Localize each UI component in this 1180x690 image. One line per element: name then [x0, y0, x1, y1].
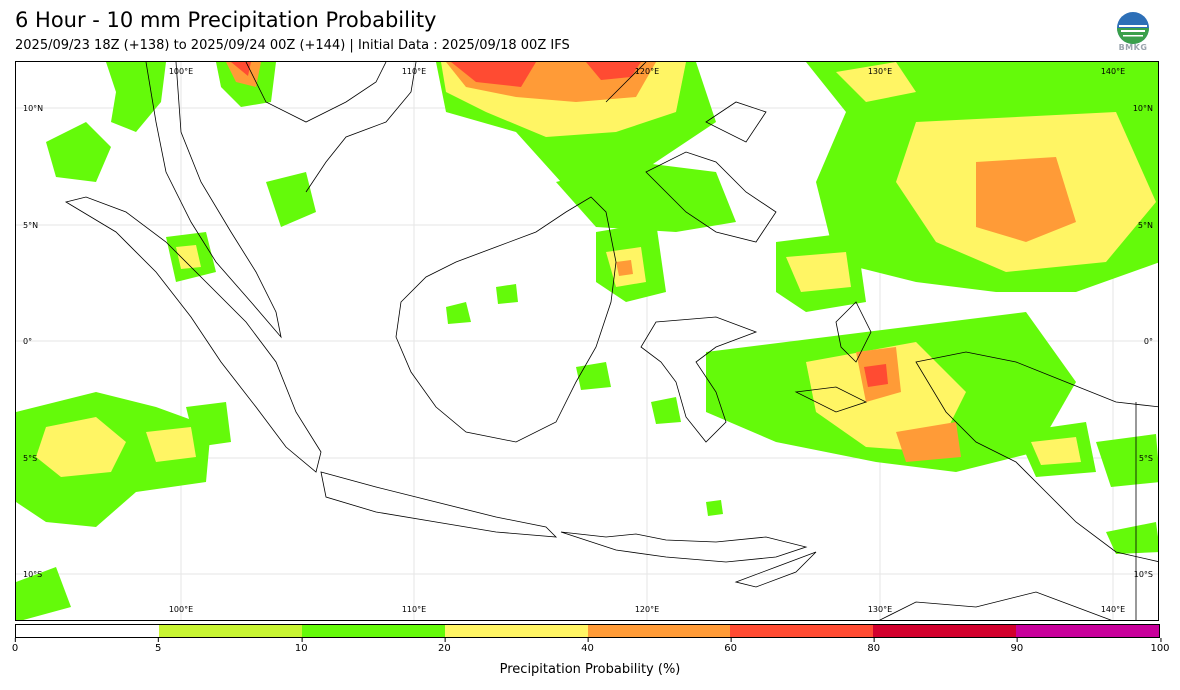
- lon-label-top-130: 130°E: [868, 67, 892, 76]
- lon-label-bottom-130: 130°E: [868, 605, 892, 614]
- lat-label-right-0: 0°: [1144, 337, 1153, 346]
- lat-label-right-5s: 5°S: [1139, 454, 1153, 463]
- lat-label-right-10s: 10°S: [1134, 570, 1153, 579]
- colorbar-bin: [16, 625, 159, 637]
- lat-label-left-5n: 5°N: [23, 221, 38, 230]
- colorbar-tick: 5: [155, 638, 161, 654]
- lon-label-top-140: 140°E: [1101, 67, 1125, 76]
- map-panel: 100°E 110°E 120°E 130°E 140°E 100°E 110°…: [15, 61, 1159, 621]
- colorbar-tick: 40: [581, 638, 594, 654]
- colorbar-tick: 60: [724, 638, 737, 654]
- chart-title: 6 Hour - 10 mm Precipitation Probability: [15, 8, 437, 32]
- colorbar-bin: [873, 625, 1017, 637]
- colorbar-bin: [444, 625, 588, 637]
- lon-label-bottom-140: 140°E: [1101, 605, 1125, 614]
- colorbar-tick: 20: [438, 638, 451, 654]
- lon-label-bottom-110: 110°E: [402, 605, 426, 614]
- colorbar-ticks: 0 5 10 20 40 60 80 90 100: [12, 638, 1170, 658]
- colorbar-tick: 90: [1011, 638, 1023, 654]
- colorbar-bin: [587, 625, 731, 637]
- chart-subtitle: 2025/09/23 18Z (+138) to 2025/09/24 00Z …: [15, 38, 570, 53]
- bmkg-logo-icon: [1117, 12, 1149, 44]
- colorbar-bin: [1016, 625, 1159, 637]
- map-svg: 100°E 110°E 120°E 130°E 140°E 100°E 110°…: [16, 62, 1158, 620]
- lat-label-left-5s: 5°S: [23, 454, 37, 463]
- precip-fields: [16, 62, 1158, 620]
- lon-label-bottom-100: 100°E: [169, 605, 193, 614]
- colorbar-bin: [158, 625, 302, 637]
- lat-label-left-10s: 10°S: [23, 570, 42, 579]
- lon-label-top-100: 100°E: [169, 67, 193, 76]
- lat-label-right-10n: 10°N: [1133, 104, 1153, 113]
- colorbar-label: Precipitation Probability (%): [499, 662, 681, 677]
- lat-label-right-5n: 5°N: [1138, 221, 1153, 230]
- colorbar: [15, 624, 1160, 638]
- logo-text: BMKG: [1118, 43, 1148, 52]
- lat-label-left-0: 0°: [23, 337, 32, 346]
- colorbar-bin: [730, 625, 874, 637]
- lon-label-top-110: 110°E: [402, 67, 426, 76]
- colorbar-tick: 10: [295, 638, 308, 654]
- lon-label-bottom-120: 120°E: [635, 605, 659, 614]
- colorbar-tick: 100: [1150, 638, 1170, 654]
- colorbar-tick: 0: [12, 638, 18, 654]
- colorbar-bin: [301, 625, 445, 637]
- lon-label-top-120: 120°E: [635, 67, 659, 76]
- lat-label-left-10n: 10°N: [23, 104, 43, 113]
- coastlines: [64, 62, 1158, 620]
- colorbar-tick: 80: [867, 638, 880, 654]
